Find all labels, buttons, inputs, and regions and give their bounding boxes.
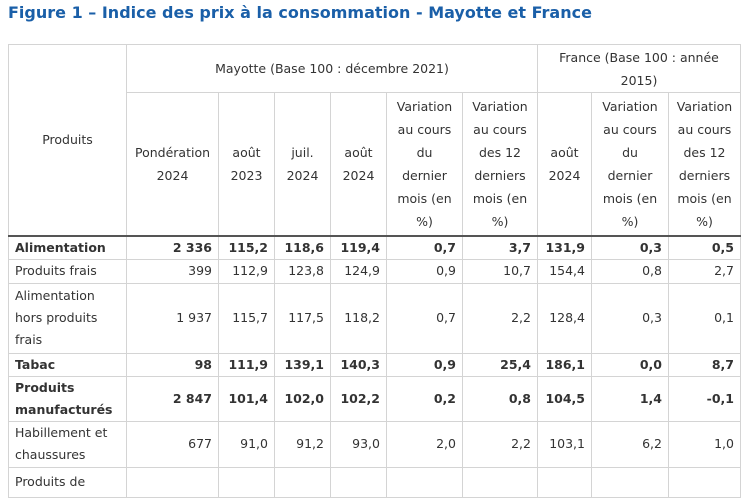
row-value: 0,2 bbox=[386, 375, 463, 422]
cpi-table: Produits Mayotte (Base 100 : décembre 20… bbox=[8, 44, 741, 498]
table-row: Tabac 98 111,9 139,1 140,3 0,9 25,4 186,1 0,0 8,7 bbox=[8, 352, 741, 377]
row-value: 0,8 bbox=[462, 375, 538, 422]
row-value bbox=[462, 466, 538, 498]
row-value: 154,4 bbox=[537, 258, 592, 284]
row-value: 0,3 bbox=[591, 234, 669, 260]
row-value: 0,9 bbox=[386, 352, 463, 377]
row-value: 6,2 bbox=[591, 420, 669, 468]
table-row: Habillement et chaussures 677 91,0 91,2 93,0… bbox=[8, 420, 741, 468]
row-value: 2 847 bbox=[126, 375, 219, 422]
col-header-aug-2024: août 2024 bbox=[330, 92, 387, 236]
row-label: Alimentation hors produits frais bbox=[8, 282, 127, 354]
row-value: 98 bbox=[126, 352, 219, 377]
row-value: 0,0 bbox=[591, 352, 669, 377]
row-value: 103,1 bbox=[537, 420, 592, 468]
col-header-france-aug-2024: août 2024 bbox=[537, 92, 592, 236]
row-value: 2,0 bbox=[386, 420, 463, 468]
row-label: Alimentation bbox=[8, 234, 127, 260]
row-value: 1 937 bbox=[126, 282, 219, 354]
row-value bbox=[386, 466, 463, 498]
row-value: 119,4 bbox=[330, 234, 387, 260]
mayotte-group-header: Mayotte (Base 100 : décembre 2021) bbox=[126, 44, 538, 93]
row-value: 93,0 bbox=[330, 420, 387, 468]
row-value: 111,9 bbox=[218, 352, 275, 377]
col-header-monthly-change: Variation au cours du dernier mois (en %… bbox=[386, 92, 463, 236]
row-value bbox=[218, 466, 275, 498]
row-value: 118,6 bbox=[274, 234, 331, 260]
row-value: 1,0 bbox=[668, 420, 741, 468]
row-value: 139,1 bbox=[274, 352, 331, 377]
row-value: 112,9 bbox=[218, 258, 275, 284]
table-row: Alimentation hors produits frais 1 937 115… bbox=[8, 282, 741, 354]
figure-title: Figure 1 – Indice des prix à la consomma… bbox=[8, 3, 592, 22]
products-header: Produits bbox=[8, 44, 127, 236]
col-header-weight: Pondération 2024 bbox=[126, 92, 219, 236]
cpi-table-body: Alimentation 2 336 115,2 118,6 119,4 0,7 3,7 13… bbox=[8, 234, 741, 498]
row-value: 8,7 bbox=[668, 352, 741, 377]
row-label: Tabac bbox=[8, 352, 127, 377]
row-value: 104,5 bbox=[537, 375, 592, 422]
row-value: 91,2 bbox=[274, 420, 331, 468]
col-header-aug-2023: août 2023 bbox=[218, 92, 275, 236]
row-value: 0,1 bbox=[668, 282, 741, 354]
row-value: 128,4 bbox=[537, 282, 592, 354]
col-header-jul-2024: juil. 2024 bbox=[274, 92, 331, 236]
row-value bbox=[668, 466, 741, 498]
row-value: 0,5 bbox=[668, 234, 741, 260]
row-value: 91,0 bbox=[218, 420, 275, 468]
row-value: 123,8 bbox=[274, 258, 331, 284]
row-value: 101,4 bbox=[218, 375, 275, 422]
row-value: 2,2 bbox=[462, 282, 538, 354]
row-value: 25,4 bbox=[462, 352, 538, 377]
row-label: Produits de bbox=[8, 466, 127, 498]
row-value: 118,2 bbox=[330, 282, 387, 354]
row-value: 102,2 bbox=[330, 375, 387, 422]
group-header-row: Produits Mayotte (Base 100 : décembre 20… bbox=[8, 44, 741, 236]
row-value: 115,7 bbox=[218, 282, 275, 354]
row-value: 0,7 bbox=[386, 282, 463, 354]
row-value: 102,0 bbox=[274, 375, 331, 422]
row-value: 140,3 bbox=[330, 352, 387, 377]
table-row: Produits manufacturés 2 847 101,4 102,0 102,… bbox=[8, 375, 741, 422]
row-label: Produits manufacturés bbox=[8, 375, 127, 422]
row-value: 0,9 bbox=[386, 258, 463, 284]
row-value: -0,1 bbox=[668, 375, 741, 422]
col-header-france-yearly-change: Variation au cours des 12 derniers mois … bbox=[668, 92, 741, 236]
table-row: Produits frais 399 112,9 123,8 124,9 0,9 10,7 1… bbox=[8, 258, 741, 284]
table-row: Produits de bbox=[8, 466, 741, 498]
row-value: 1,4 bbox=[591, 375, 669, 422]
row-value bbox=[126, 466, 219, 498]
france-group-header: France (Base 100 : année 2015) bbox=[537, 44, 741, 93]
row-label: Produits frais bbox=[8, 258, 127, 284]
row-value: 115,2 bbox=[218, 234, 275, 260]
row-value: 2 336 bbox=[126, 234, 219, 260]
row-value: 0,7 bbox=[386, 234, 463, 260]
row-value: 3,7 bbox=[462, 234, 538, 260]
row-value: 10,7 bbox=[462, 258, 538, 284]
row-value: 2,2 bbox=[462, 420, 538, 468]
row-value: 2,7 bbox=[668, 258, 741, 284]
row-value: 399 bbox=[126, 258, 219, 284]
row-value bbox=[330, 466, 387, 498]
row-value bbox=[537, 466, 592, 498]
col-header-france-monthly-change: Variation au cours du dernier mois (en %… bbox=[591, 92, 669, 236]
col-header-yearly-change: Variation au cours des 12 derniers mois … bbox=[462, 92, 538, 236]
row-value: 124,9 bbox=[330, 258, 387, 284]
table-row: Alimentation 2 336 115,2 118,6 119,4 0,7 3,7 13… bbox=[8, 234, 741, 260]
row-value bbox=[274, 466, 331, 498]
row-label: Habillement et chaussures bbox=[8, 420, 127, 468]
row-value: 117,5 bbox=[274, 282, 331, 354]
row-value: 131,9 bbox=[537, 234, 592, 260]
row-value bbox=[591, 466, 669, 498]
row-value: 0,8 bbox=[591, 258, 669, 284]
column-header-row: Pondération 2024 août 2023 juil. 2024 ao… bbox=[9, 92, 741, 236]
row-value: 677 bbox=[126, 420, 219, 468]
row-value: 0,3 bbox=[591, 282, 669, 354]
row-value: 186,1 bbox=[537, 352, 592, 377]
